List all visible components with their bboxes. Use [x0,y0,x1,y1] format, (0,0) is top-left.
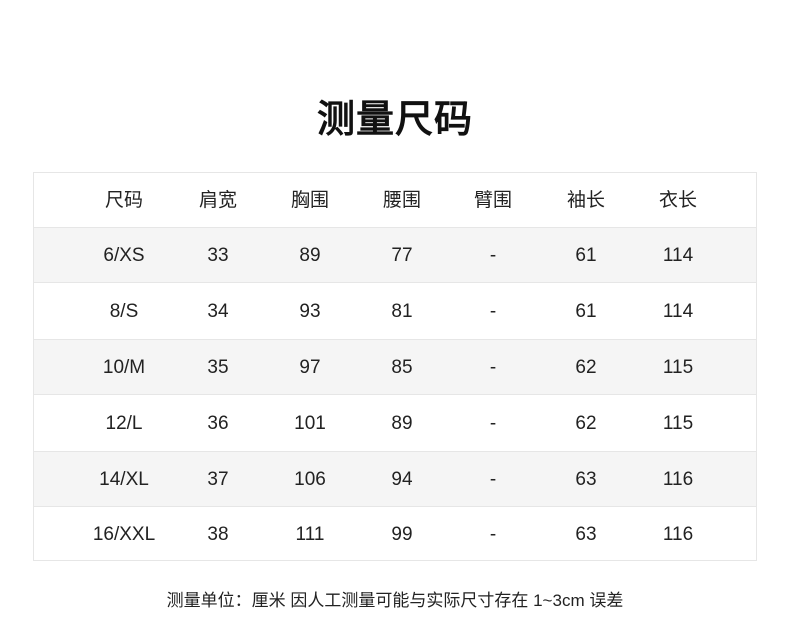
column-header: 尺码 [104,190,143,211]
column-header: 衣长 [658,190,697,211]
table-cell: 14/XL [99,469,149,490]
table-cell: 106 [294,469,326,490]
table-cell: 89 [391,413,413,434]
table-cell: 33 [207,245,229,266]
table-cell: 115 [662,413,694,434]
table-cell: 116 [662,469,694,490]
table-row: 6/XS 33 89 77 - 61 114 [34,228,756,283]
table-cell: 114 [662,301,694,322]
table-row: 12/L 36 101 89 - 62 115 [34,395,756,452]
table-cell: 89 [299,245,321,266]
table-row: 16/XXL 38 111 99 - 63 116 [34,507,756,562]
table-cell: 16/XXL [92,524,156,545]
table-cell: 61 [575,301,597,322]
table-cell: - [489,469,497,490]
table-cell: - [489,301,497,322]
table-cell: 37 [207,469,229,490]
table-cell: 93 [299,301,321,322]
table-cell: 63 [575,469,597,490]
table-cell: - [489,245,497,266]
table-cell: - [489,413,497,434]
table-cell: 94 [391,469,413,490]
table-cell: 6/XS [103,245,145,266]
column-header: 袖长 [566,190,605,211]
table-cell: 101 [294,413,326,434]
column-header: 臂围 [473,190,512,211]
table-cell: - [489,524,497,545]
header-row: 尺码 肩宽 胸围 腰围 臂围 袖长 衣长 [34,173,756,228]
table-row: 8/S 34 93 81 - 61 114 [34,283,756,340]
table-cell: 10/M [102,357,146,378]
measurement-note: 测量单位：厘米 因人工测量可能与实际尺寸存在 1~3cm 误差 [166,591,624,610]
table-cell: 61 [575,245,597,266]
table-cell: 111 [295,524,325,545]
column-header: 肩宽 [198,190,237,211]
table-cell: 12/L [105,413,143,434]
column-header: 腰围 [382,190,421,211]
table-cell: 115 [662,357,694,378]
table-cell: 62 [575,357,597,378]
table-row: 14/XL 37 106 94 - 63 116 [34,452,756,507]
table-row: 10/M 35 97 85 - 62 115 [34,340,756,395]
table-cell: - [489,357,497,378]
table-cell: 62 [575,413,597,434]
table-cell: 8/S [109,301,139,322]
table-cell: 116 [662,524,694,545]
table-cell: 35 [207,357,229,378]
table-cell: 99 [391,524,413,545]
table-cell: 81 [391,301,413,322]
table-cell: 85 [391,357,413,378]
table-cell: 34 [207,301,229,322]
size-table: 尺码 肩宽 胸围 腰围 臂围 袖长 衣长 6/XS 33 89 77 - 61 114 8/S 34 93 81 -… [33,172,757,561]
table-cell: 63 [575,524,597,545]
table-cell: 97 [299,357,321,378]
page-title: 测量尺码 [316,99,473,141]
table-cell: 77 [391,245,413,266]
table-cell: 114 [662,245,694,266]
table-cell: 38 [207,524,229,545]
table-cell: 36 [207,413,229,434]
column-header: 胸围 [290,190,329,211]
